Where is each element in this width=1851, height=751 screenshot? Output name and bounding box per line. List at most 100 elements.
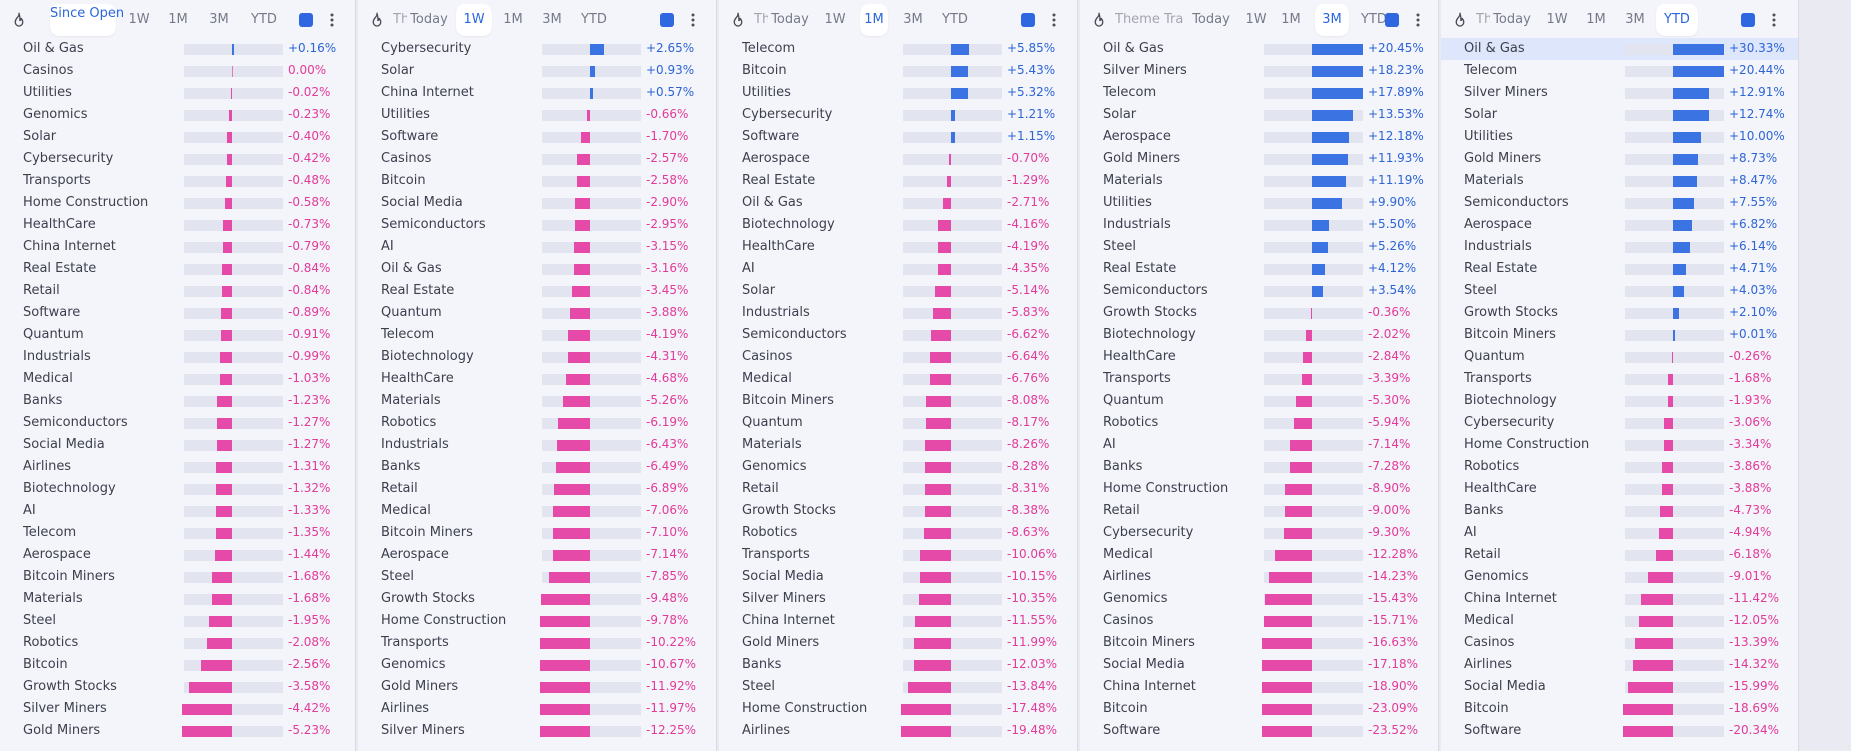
more-menu-icon[interactable]: [1768, 11, 1780, 29]
theme-row[interactable]: Gold Miners -5.23%: [0, 720, 355, 742]
theme-row[interactable]: AI -4.35%: [719, 258, 1077, 280]
theme-row[interactable]: Industrials +6.14%: [1441, 236, 1798, 258]
theme-row[interactable]: AI -3.15%: [358, 236, 716, 258]
tab-1w[interactable]: 1W: [128, 12, 150, 27]
theme-row[interactable]: Materials +11.19%: [1080, 170, 1438, 192]
theme-row[interactable]: Transports -0.48%: [0, 170, 355, 192]
chart-mode-button[interactable]: [1021, 13, 1035, 27]
theme-row[interactable]: Real Estate -3.45%: [358, 280, 716, 302]
tab-1w[interactable]: 1W: [456, 4, 492, 36]
theme-row[interactable]: Steel +4.03%: [1441, 280, 1798, 302]
theme-row[interactable]: Biotechnology -1.32%: [0, 478, 355, 500]
theme-row[interactable]: Biotechnology -4.31%: [358, 346, 716, 368]
theme-row[interactable]: Biotechnology -2.02%: [1080, 324, 1438, 346]
theme-row[interactable]: Industrials -5.83%: [719, 302, 1077, 324]
theme-row[interactable]: Social Media -15.99%: [1441, 676, 1798, 698]
theme-row[interactable]: Aerospace -1.44%: [0, 544, 355, 566]
tab-1w[interactable]: 1W: [1245, 12, 1267, 27]
theme-row[interactable]: Home Construction -8.90%: [1080, 478, 1438, 500]
theme-row[interactable]: Retail -8.31%: [719, 478, 1077, 500]
theme-row[interactable]: Genomics -0.23%: [0, 104, 355, 126]
more-menu-icon[interactable]: [326, 11, 338, 29]
theme-row[interactable]: Oil & Gas -3.16%: [358, 258, 716, 280]
tab-today[interactable]: Today: [771, 12, 809, 27]
tab-today[interactable]: Today: [410, 12, 448, 27]
theme-row[interactable]: Quantum -0.26%: [1441, 346, 1798, 368]
theme-row[interactable]: Bitcoin Miners -7.10%: [358, 522, 716, 544]
tab-1m[interactable]: 1M: [168, 12, 188, 27]
theme-row[interactable]: Casinos -6.64%: [719, 346, 1077, 368]
theme-row[interactable]: Aerospace -0.70%: [719, 148, 1077, 170]
theme-row[interactable]: Airlines -14.23%: [1080, 566, 1438, 588]
theme-row[interactable]: Transports -3.39%: [1080, 368, 1438, 390]
theme-row[interactable]: Utilities +5.32%: [719, 82, 1077, 104]
theme-row[interactable]: Gold Miners +8.73%: [1441, 148, 1798, 170]
theme-row[interactable]: Social Media -2.90%: [358, 192, 716, 214]
theme-row[interactable]: Casinos -2.57%: [358, 148, 716, 170]
theme-row[interactable]: Oil & Gas +0.16%: [0, 38, 355, 60]
theme-row[interactable]: HealthCare -4.68%: [358, 368, 716, 390]
theme-row[interactable]: Software -23.52%: [1080, 720, 1438, 742]
theme-row[interactable]: Silver Miners +18.23%: [1080, 60, 1438, 82]
theme-row[interactable]: Growth Stocks -8.38%: [719, 500, 1077, 522]
theme-row[interactable]: Materials -8.26%: [719, 434, 1077, 456]
theme-row[interactable]: Semiconductors -6.62%: [719, 324, 1077, 346]
theme-row[interactable]: Industrials -6.43%: [358, 434, 716, 456]
theme-row[interactable]: Silver Miners -4.42%: [0, 698, 355, 720]
theme-row[interactable]: Gold Miners -11.99%: [719, 632, 1077, 654]
tab-today[interactable]: Today: [1192, 12, 1230, 27]
theme-row[interactable]: Banks -4.73%: [1441, 500, 1798, 522]
theme-row[interactable]: Retail -6.18%: [1441, 544, 1798, 566]
theme-row[interactable]: Telecom +17.89%: [1080, 82, 1438, 104]
theme-row[interactable]: Cybersecurity -9.30%: [1080, 522, 1438, 544]
theme-row[interactable]: Home Construction -17.48%: [719, 698, 1077, 720]
theme-row[interactable]: Telecom +5.85%: [719, 38, 1077, 60]
tab-1m[interactable]: 1M: [503, 12, 523, 27]
theme-row[interactable]: Materials -5.26%: [358, 390, 716, 412]
theme-row[interactable]: Real Estate -1.29%: [719, 170, 1077, 192]
theme-row[interactable]: Robotics -6.19%: [358, 412, 716, 434]
theme-row[interactable]: Steel +5.26%: [1080, 236, 1438, 258]
theme-row[interactable]: China Internet -11.42%: [1441, 588, 1798, 610]
theme-row[interactable]: Social Media -1.27%: [0, 434, 355, 456]
theme-row[interactable]: Cybersecurity +1.21%: [719, 104, 1077, 126]
theme-row[interactable]: Home Construction -9.78%: [358, 610, 716, 632]
theme-row[interactable]: AI -4.94%: [1441, 522, 1798, 544]
theme-row[interactable]: Robotics -2.08%: [0, 632, 355, 654]
tab-today[interactable]: Today: [1493, 12, 1531, 27]
theme-row[interactable]: Bitcoin Miners +0.01%: [1441, 324, 1798, 346]
theme-row[interactable]: Gold Miners +11.93%: [1080, 148, 1438, 170]
theme-row[interactable]: China Internet -18.90%: [1080, 676, 1438, 698]
theme-row[interactable]: Medical -12.28%: [1080, 544, 1438, 566]
theme-row[interactable]: Aerospace +12.18%: [1080, 126, 1438, 148]
theme-row[interactable]: Bitcoin -2.56%: [0, 654, 355, 676]
theme-row[interactable]: Bitcoin Miners -1.68%: [0, 566, 355, 588]
theme-row[interactable]: Bitcoin Miners -8.08%: [719, 390, 1077, 412]
tab-1m[interactable]: 1M: [1586, 12, 1606, 27]
theme-row[interactable]: HealthCare -2.84%: [1080, 346, 1438, 368]
theme-row[interactable]: Cybersecurity -0.42%: [0, 148, 355, 170]
theme-row[interactable]: Growth Stocks -0.36%: [1080, 302, 1438, 324]
theme-row[interactable]: Airlines -19.48%: [719, 720, 1077, 742]
theme-row[interactable]: Oil & Gas +20.45%: [1080, 38, 1438, 60]
chart-mode-button[interactable]: [1741, 13, 1755, 27]
theme-row[interactable]: Quantum -3.88%: [358, 302, 716, 324]
theme-row[interactable]: Medical -12.05%: [1441, 610, 1798, 632]
theme-row[interactable]: Real Estate +4.71%: [1441, 258, 1798, 280]
theme-row[interactable]: Growth Stocks -9.48%: [358, 588, 716, 610]
theme-row[interactable]: Retail -6.89%: [358, 478, 716, 500]
theme-row[interactable]: Casinos -15.71%: [1080, 610, 1438, 632]
theme-row[interactable]: Software +1.15%: [719, 126, 1077, 148]
tab-3m[interactable]: 3M: [542, 12, 562, 27]
theme-row[interactable]: Steel -1.95%: [0, 610, 355, 632]
theme-row[interactable]: Semiconductors +3.54%: [1080, 280, 1438, 302]
theme-row[interactable]: Banks -1.23%: [0, 390, 355, 412]
theme-row[interactable]: Quantum -0.91%: [0, 324, 355, 346]
theme-row[interactable]: HealthCare -0.73%: [0, 214, 355, 236]
theme-row[interactable]: Genomics -9.01%: [1441, 566, 1798, 588]
theme-row[interactable]: Robotics -3.86%: [1441, 456, 1798, 478]
chart-mode-button[interactable]: [660, 13, 674, 27]
theme-row[interactable]: Industrials +5.50%: [1080, 214, 1438, 236]
theme-row[interactable]: Utilities +9.90%: [1080, 192, 1438, 214]
chart-mode-button[interactable]: [299, 13, 313, 27]
